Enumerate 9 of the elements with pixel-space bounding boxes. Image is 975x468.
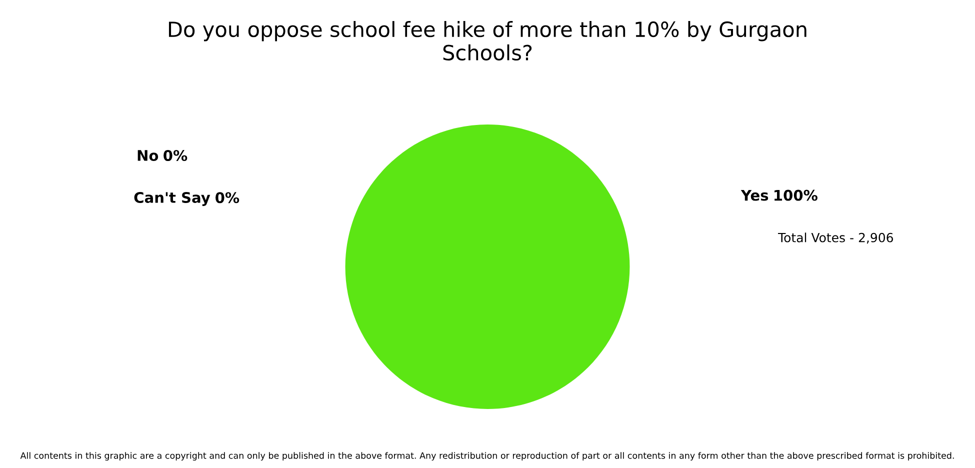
- text: Total Votes - 2,906: [778, 232, 894, 244]
- chart-title: Do you oppose school fee hike of more than 10% by Gurgaon Schools?: [168, 21, 806, 61]
- data-label: 100%: [774, 190, 818, 201]
- text: All contents in this graphic are a copyright and can only be published in the above format. Any redistribution or reproduction of part or all contents in any form other than the above prescribed format is prohibited.: [20, 452, 954, 461]
- category-label: No: [138, 150, 158, 162]
- slice-label: Yes: [740, 190, 768, 201]
- category-label: Can't Say: [134, 192, 210, 206]
- text: 0%: [216, 192, 240, 204]
- text: 0%: [164, 150, 188, 162]
